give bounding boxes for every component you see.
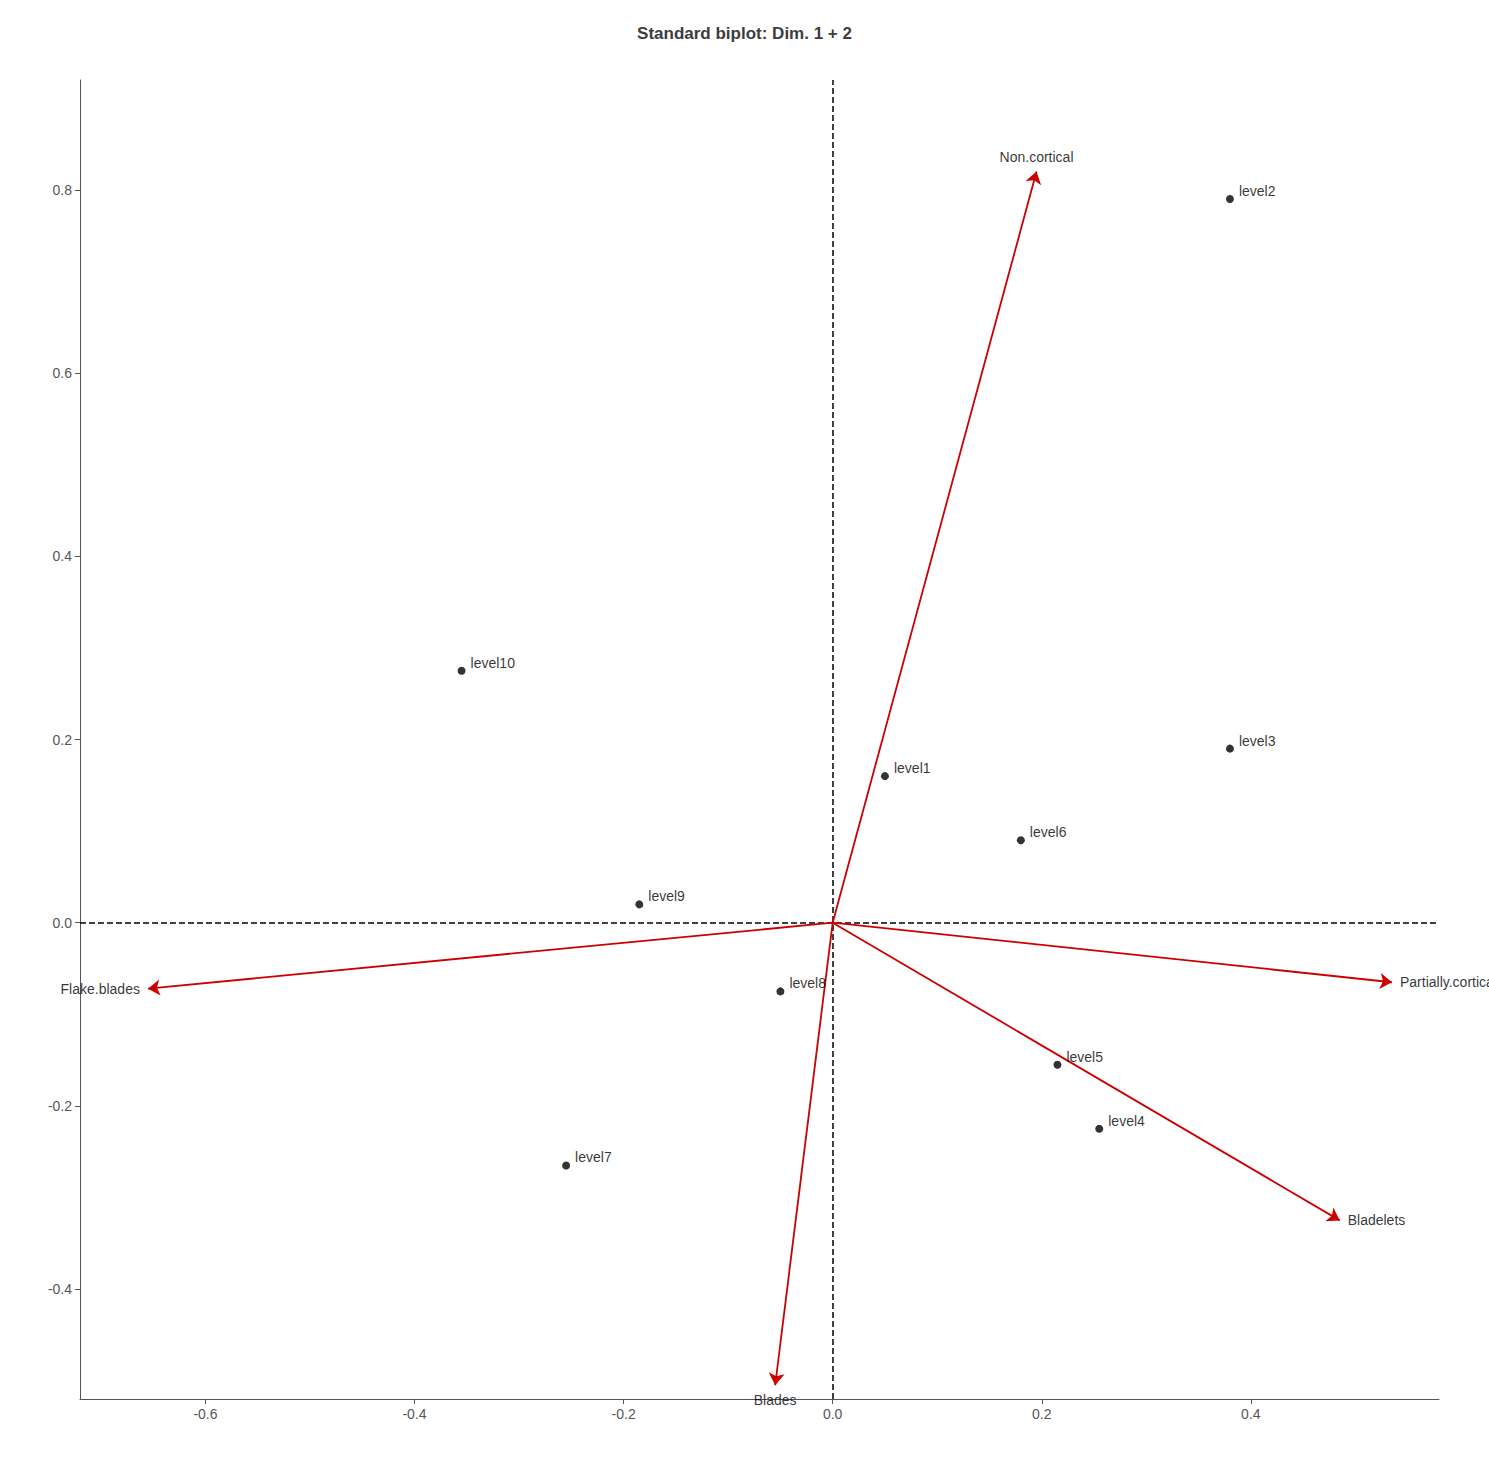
- svg-text:level3: level3: [1239, 733, 1276, 749]
- svg-text:-0.2: -0.2: [48, 1098, 72, 1114]
- svg-text:-0.6: -0.6: [193, 1406, 217, 1422]
- svg-text:0.6: 0.6: [53, 365, 73, 381]
- svg-text:level2: level2: [1239, 183, 1276, 199]
- svg-text:Flake.blades: Flake.blades: [61, 981, 140, 997]
- svg-text:level6: level6: [1030, 824, 1067, 840]
- svg-text:Bladelets: Bladelets: [1348, 1212, 1406, 1228]
- svg-text:0.0: 0.0: [823, 1406, 843, 1422]
- svg-text:level10: level10: [471, 655, 516, 671]
- svg-text:0.4: 0.4: [1241, 1406, 1261, 1422]
- svg-text:-0.2: -0.2: [612, 1406, 636, 1422]
- svg-text:Blades: Blades: [754, 1392, 797, 1408]
- svg-text:level7: level7: [575, 1149, 612, 1165]
- svg-text:level4: level4: [1108, 1113, 1145, 1129]
- svg-text:level5: level5: [1066, 1049, 1103, 1065]
- svg-text:0.8: 0.8: [53, 182, 73, 198]
- svg-text:0.2: 0.2: [1032, 1406, 1052, 1422]
- svg-text:level9: level9: [648, 888, 685, 904]
- svg-text:Non.cortical: Non.cortical: [1000, 149, 1074, 165]
- svg-text:Partially.cortical: Partially.cortical: [1400, 974, 1489, 990]
- svg-text:0.0: 0.0: [53, 915, 73, 931]
- svg-text:0.4: 0.4: [53, 548, 73, 564]
- svg-text:-0.4: -0.4: [402, 1406, 426, 1422]
- svg-text:Standard biplot: Dim. 1 + 2: Standard biplot: Dim. 1 + 2: [637, 24, 852, 43]
- svg-text:-0.4: -0.4: [48, 1281, 72, 1297]
- svg-text:level8: level8: [789, 975, 826, 991]
- svg-text:0.2: 0.2: [53, 732, 73, 748]
- svg-text:level1: level1: [894, 760, 931, 776]
